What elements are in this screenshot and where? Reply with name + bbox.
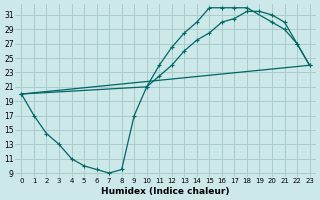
X-axis label: Humidex (Indice chaleur): Humidex (Indice chaleur) [101, 187, 230, 196]
